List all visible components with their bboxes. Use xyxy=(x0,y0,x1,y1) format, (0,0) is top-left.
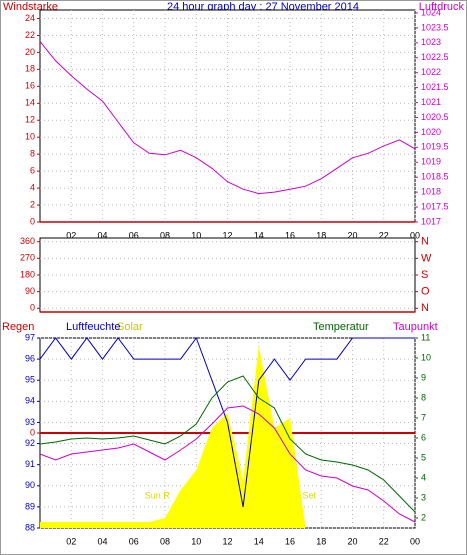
y2-tick-label: 1019.5 xyxy=(421,142,449,152)
y-tick-label: 90 xyxy=(25,286,35,296)
legend-entry: Luftfeuchte xyxy=(66,321,120,333)
y-tick-label: 0 xyxy=(30,216,35,226)
y-tick-label: 20 xyxy=(25,47,35,57)
y3-tick-label: 0 xyxy=(30,427,35,437)
legend-entry: Temperatur xyxy=(313,321,369,333)
y2-tick-label: 5 xyxy=(421,452,426,462)
y-tick-label: 97 xyxy=(25,332,35,342)
y-tick-label: 10 xyxy=(25,132,35,142)
x-tick-label: 22 xyxy=(379,230,389,240)
y-tick-label: 360 xyxy=(20,236,35,246)
x-tick-label: 02 xyxy=(66,230,76,240)
y-tick-label: 91 xyxy=(25,459,35,469)
y-tick-label: 12 xyxy=(25,115,35,125)
y2-tick-label: 1021 xyxy=(421,97,441,107)
y-tick-label: 24 xyxy=(25,13,35,23)
y2-tick-label: 1020.5 xyxy=(421,112,449,122)
y-tick-label: 95 xyxy=(25,375,35,385)
y2-tick-label: 10 xyxy=(421,352,431,362)
x-tick-label: 16 xyxy=(285,230,295,240)
y-tick-label: 180 xyxy=(20,269,35,279)
y2-axis-label: Luftdruck xyxy=(419,1,465,13)
y-tick-label: 96 xyxy=(25,353,35,363)
y2-tick-label: 11 xyxy=(421,332,430,342)
y2-tick-label: O xyxy=(421,286,430,298)
x-tick-label: 14 xyxy=(254,230,264,240)
x-tick-label: 10 xyxy=(191,230,201,240)
y-tick-label: 90 xyxy=(25,480,35,490)
x-tick-label: 22 xyxy=(379,536,389,546)
x-tick-label: 00 xyxy=(410,536,420,546)
y2-tick-label: 1023 xyxy=(421,37,441,47)
y2-tick-label: N xyxy=(421,236,429,248)
x-tick-label: 12 xyxy=(222,230,232,240)
x-tick-label: 18 xyxy=(316,230,326,240)
y2-tick-label: 1017.5 xyxy=(421,201,449,211)
x-tick-label: 04 xyxy=(97,536,107,546)
y2-tick-label: 1019 xyxy=(421,157,441,167)
legend-entry: Regen xyxy=(2,321,34,333)
y-tick-label: 18 xyxy=(25,64,35,74)
x-tick-label: 20 xyxy=(347,230,357,240)
y-tick-label: 16 xyxy=(25,81,35,91)
y-tick-label: 93 xyxy=(25,417,35,427)
y2-tick-label: 8 xyxy=(421,392,426,402)
x-tick-label: 16 xyxy=(285,536,295,546)
y2-tick-label: 1018.5 xyxy=(421,172,449,182)
y-tick-label: 8 xyxy=(30,149,35,159)
y2-tick-label: 1022.5 xyxy=(421,52,449,62)
y2-tick-label: 4 xyxy=(421,472,426,482)
y-tick-label: 88 xyxy=(25,522,35,532)
y-tick-label: 2 xyxy=(30,199,35,209)
series-line xyxy=(39,336,415,507)
x-tick-label: 04 xyxy=(97,230,107,240)
y-tick-label: 94 xyxy=(25,396,35,406)
series-line xyxy=(39,405,416,523)
y2-tick-label: 1024 xyxy=(421,7,441,17)
x-tick-label: 06 xyxy=(129,536,139,546)
y2-tick-label: 1023.5 xyxy=(421,22,449,32)
y2-tick-label: 7 xyxy=(421,412,426,422)
x-tick-label: 02 xyxy=(66,536,76,546)
x-tick-label: 18 xyxy=(316,536,326,546)
y2-tick-label: N xyxy=(421,302,429,314)
y2-tick-label: W xyxy=(421,252,432,264)
annotation: Set xyxy=(303,490,317,500)
y2-tick-label: 1022 xyxy=(421,67,441,77)
y-tick-label: 14 xyxy=(25,98,35,108)
y2-tick-label: 6 xyxy=(421,432,426,442)
y2-tick-label: 3 xyxy=(421,492,426,502)
y-tick-label: 92 xyxy=(25,438,35,448)
series-line xyxy=(39,41,416,195)
y-tick-label: 22 xyxy=(25,30,35,40)
x-tick-label: 08 xyxy=(160,230,170,240)
y-tick-label: 6 xyxy=(30,165,35,175)
x-tick-label: 12 xyxy=(222,536,232,546)
annotation: Sun R xyxy=(145,490,171,500)
y2-tick-label: 1020 xyxy=(421,127,441,137)
x-tick-label: 00 xyxy=(410,230,420,240)
x-tick-label: 20 xyxy=(347,536,357,546)
y2-tick-label: 1021.5 xyxy=(421,82,449,92)
x-tick-label: 08 xyxy=(160,536,170,546)
legend-entry: Taupunkt xyxy=(393,321,438,333)
y2-tick-label: 9 xyxy=(421,372,426,382)
y2-tick-label: 1018 xyxy=(421,187,441,197)
y2-tick-label: S xyxy=(421,269,428,281)
y-tick-label: 4 xyxy=(30,182,35,192)
legend-entry: Solar xyxy=(117,321,143,333)
y2-tick-label: 2 xyxy=(421,512,426,522)
y2-tick-label: 1017 xyxy=(421,216,441,226)
series-line xyxy=(39,375,416,513)
solar-area xyxy=(40,346,415,528)
y-tick-label: 0 xyxy=(30,303,35,313)
x-tick-label: 06 xyxy=(129,230,139,240)
y-tick-label: 270 xyxy=(20,253,35,263)
y-tick-label: 89 xyxy=(25,501,35,511)
x-tick-label: 10 xyxy=(191,536,201,546)
x-tick-label: 14 xyxy=(254,536,264,546)
